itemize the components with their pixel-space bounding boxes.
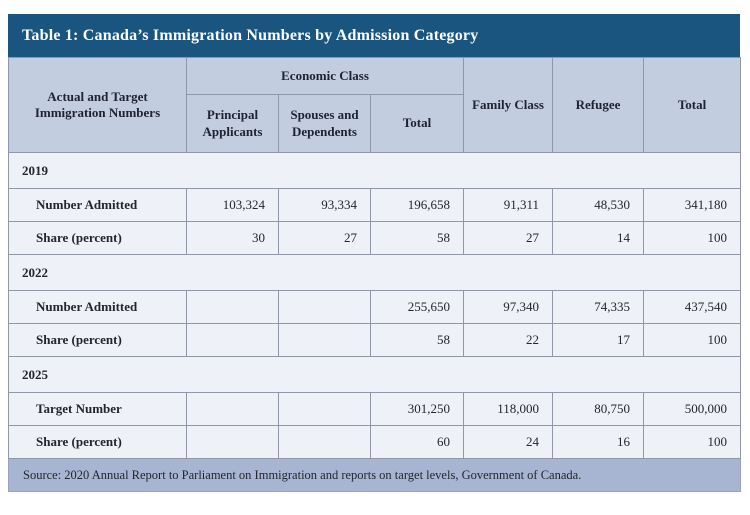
year-label: 2025 xyxy=(7,356,742,393)
cell-total: 437,540 xyxy=(643,290,742,324)
row-label: Number Admitted xyxy=(8,188,187,222)
col-header-principal-applicants: Principal Applicants xyxy=(186,94,279,153)
cell-total: 341,180 xyxy=(643,188,742,222)
immigration-table: Table 1: Canada’s Immigration Numbers by… xyxy=(7,14,742,492)
cell-total: 100 xyxy=(643,323,742,357)
cell-family-class: 22 xyxy=(463,323,554,357)
cell-economic-total: 60 xyxy=(369,425,465,459)
cell-refugee: 48,530 xyxy=(552,188,645,222)
cell-spouses-dependents xyxy=(278,392,371,426)
cell-spouses-dependents: 93,334 xyxy=(278,188,371,222)
col-header-total: Total xyxy=(643,57,742,153)
cell-economic-total: 301,250 xyxy=(369,392,465,426)
cell-total: 500,000 xyxy=(643,392,742,426)
cell-total: 100 xyxy=(643,425,742,459)
cell-refugee: 80,750 xyxy=(552,392,645,426)
cell-economic-total: 58 xyxy=(369,221,465,255)
table-row-2019-share: Share (percent) 30 27 58 27 14 100 xyxy=(8,221,742,255)
cell-principal-applicants: 103,324 xyxy=(186,188,279,222)
table-footer: Source: 2020 Annual Report to Parliament… xyxy=(7,458,742,492)
cell-family-class: 118,000 xyxy=(463,392,554,426)
cell-spouses-dependents xyxy=(278,323,371,357)
col-header-economic-total: Total xyxy=(369,94,465,153)
year-row-2022: 2022 xyxy=(7,254,742,291)
row-label: Number Admitted xyxy=(8,290,187,324)
cell-economic-total: 255,650 xyxy=(369,290,465,324)
cell-principal-applicants: 30 xyxy=(186,221,279,255)
table-row-2022-share: Share (percent) 58 22 17 100 xyxy=(8,323,742,357)
row-label: Share (percent) xyxy=(8,323,187,357)
table-row-2019-number-admitted: Number Admitted 103,324 93,334 196,658 9… xyxy=(8,188,742,222)
year-label: 2019 xyxy=(7,152,742,189)
row-label: Target Number xyxy=(8,392,187,426)
source-note: Source: 2020 Annual Report to Parliament… xyxy=(7,458,742,492)
table-title-bar: Table 1: Canada’s Immigration Numbers by… xyxy=(8,14,740,57)
cell-family-class: 24 xyxy=(463,425,554,459)
cell-spouses-dependents xyxy=(278,425,371,459)
year-row-2025: 2025 xyxy=(7,356,742,393)
table-row-2022-number-admitted: Number Admitted 255,650 97,340 74,335 43… xyxy=(8,290,742,324)
cell-refugee: 74,335 xyxy=(552,290,645,324)
cell-principal-applicants xyxy=(186,290,279,324)
cell-total: 100 xyxy=(643,221,742,255)
table-header: Actual and Target Immigration Numbers Ec… xyxy=(8,57,742,153)
cell-economic-total: 58 xyxy=(369,323,465,357)
table-body: 2019 Number Admitted 103,324 93,334 196,… xyxy=(7,152,742,459)
cell-principal-applicants xyxy=(186,425,279,459)
cell-economic-total: 196,658 xyxy=(369,188,465,222)
col-header-family-class: Family Class xyxy=(463,57,554,153)
col-header-refugee: Refugee xyxy=(552,57,645,153)
cell-spouses-dependents: 27 xyxy=(278,221,371,255)
table-row-2025-share: Share (percent) 60 24 16 100 xyxy=(8,425,742,459)
table-row-2025-target-number: Target Number 301,250 118,000 80,750 500… xyxy=(8,392,742,426)
cell-family-class: 27 xyxy=(463,221,554,255)
cell-spouses-dependents xyxy=(278,290,371,324)
cell-principal-applicants xyxy=(186,392,279,426)
col-header-spouses-dependents: Spouses and Dependents xyxy=(278,94,371,153)
cell-family-class: 91,311 xyxy=(463,188,554,222)
col-header-economic-class: Economic Class xyxy=(185,57,465,95)
data-table: Actual and Target Immigration Numbers Ec… xyxy=(7,57,742,492)
year-label: 2022 xyxy=(7,254,742,291)
cell-refugee: 17 xyxy=(552,323,645,357)
row-label: Share (percent) xyxy=(8,425,187,459)
cell-refugee: 14 xyxy=(552,221,645,255)
year-row-2019: 2019 xyxy=(7,152,742,189)
cell-refugee: 16 xyxy=(552,425,645,459)
col-header-row-labels: Actual and Target Immigration Numbers xyxy=(8,57,187,153)
row-label: Share (percent) xyxy=(8,221,187,255)
cell-family-class: 97,340 xyxy=(463,290,554,324)
cell-principal-applicants xyxy=(186,323,279,357)
source-row: Source: 2020 Annual Report to Parliament… xyxy=(7,458,742,492)
table-title: Table 1: Canada’s Immigration Numbers by… xyxy=(22,26,479,44)
